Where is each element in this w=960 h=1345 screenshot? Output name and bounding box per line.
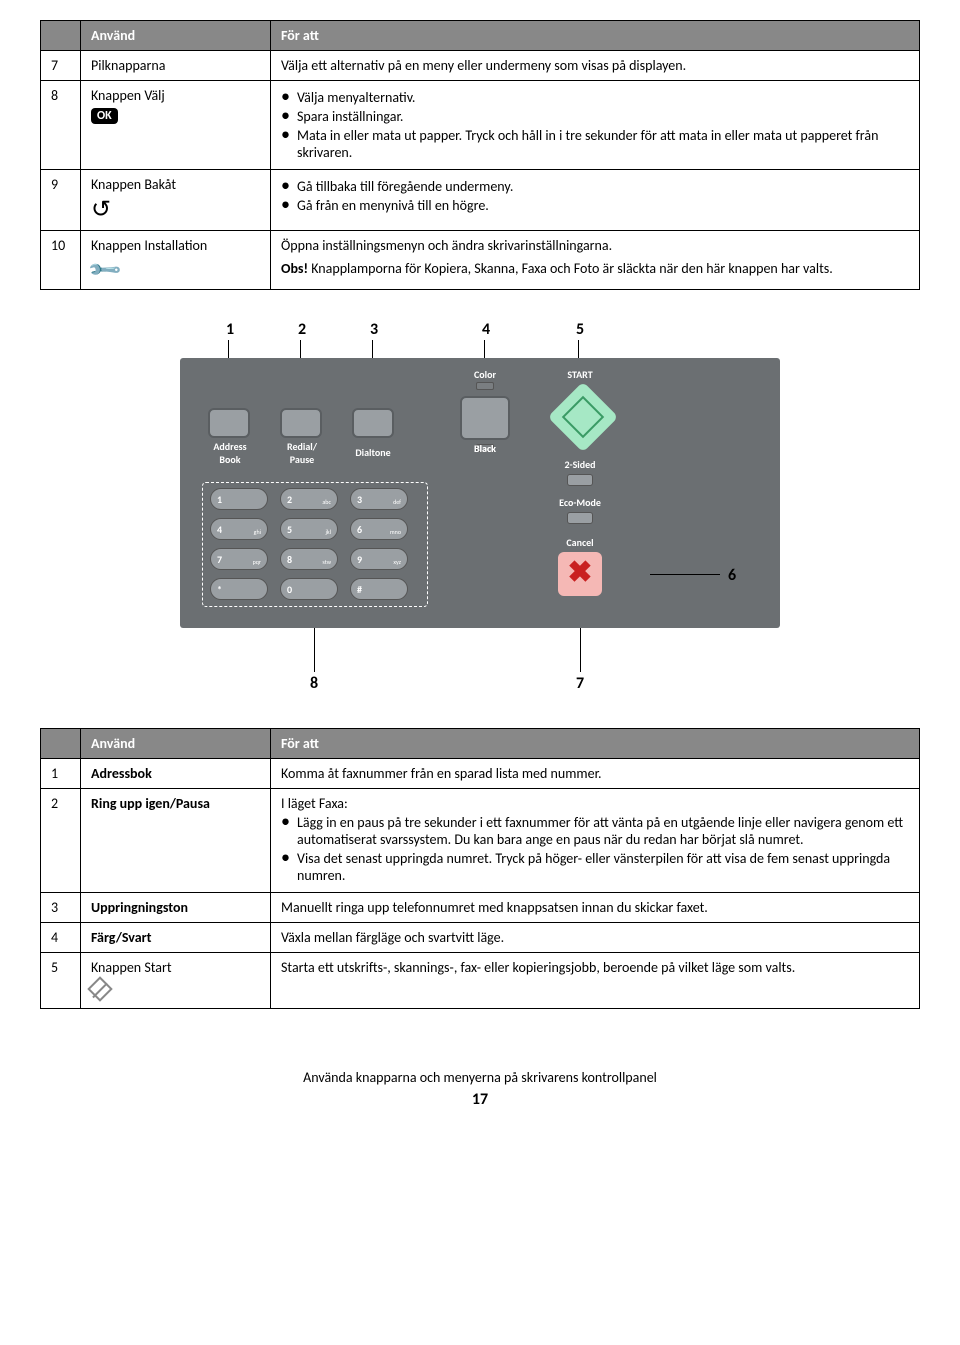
bullet-item: Välja menyalternativ.	[281, 89, 909, 106]
bullet-item: Lägg in en paus på tre sekunder i ett fa…	[281, 814, 909, 848]
keypad-key-1[interactable]: 1	[210, 488, 268, 510]
color-indicator	[476, 382, 494, 390]
col-use: Använd	[81, 21, 271, 51]
callout-7: 7	[576, 674, 584, 693]
keypad-key-#[interactable]: #	[350, 578, 408, 600]
keypad-key-9[interactable]: 9xyz	[350, 548, 408, 570]
row-number: 8	[41, 81, 81, 170]
button-name-cell: Pilknapparna	[81, 51, 271, 81]
bullet-item: Visa det senast uppringda numret. Tryck …	[281, 850, 909, 884]
col-for: För att	[271, 21, 920, 51]
start-diamond-icon	[87, 976, 112, 1001]
color-black-button[interactable]	[460, 396, 510, 440]
callout-3: 3	[364, 320, 384, 339]
button-name-cell: Knappen Start	[81, 953, 271, 1009]
start-button[interactable]	[548, 382, 619, 453]
cancel-label: Cancel	[550, 536, 610, 549]
page-footer: Använda knapparna och menyerna på skriva…	[40, 1069, 920, 1109]
col-blank	[41, 21, 81, 51]
table-row: 7PilknapparnaVälja ett alternativ på en …	[41, 51, 920, 81]
table-row: 1AdressbokKomma åt faxnummer från en spa…	[41, 759, 920, 789]
description-cell: Starta ett utskrifts-, skannings-, fax- …	[271, 953, 920, 1009]
keypad-key-3[interactable]: 3def	[350, 488, 408, 510]
button-name-cell: Adressbok	[81, 759, 271, 789]
color-label: Color	[460, 368, 510, 381]
row-number: 5	[41, 953, 81, 1009]
table-row: 8Knappen VäljOK Välja menyalternativ. Spar…	[41, 81, 920, 170]
table-row: 2Ring upp igen/PausaI läget Faxa:Lägg in…	[41, 789, 920, 893]
description-cell: Manuellt ringa upp telefonnumret med kna…	[271, 893, 920, 923]
ok-icon: OK	[91, 108, 118, 124]
black-label-2: Black	[458, 442, 512, 455]
button-name-cell: Uppringningston	[81, 893, 271, 923]
printer-panel: Address Book Redial/ Pause Dialtone Colo…	[180, 358, 780, 628]
keypad-key-8[interactable]: 8stw	[280, 548, 338, 570]
keypad-key-0[interactable]: 0	[280, 578, 338, 600]
callout-8: 8	[310, 674, 318, 693]
col-for-2: För att	[271, 729, 920, 759]
bullet-item: Mata in eller mata ut papper. Tryck och …	[281, 127, 909, 161]
callout-1: 1	[220, 320, 240, 339]
description-cell: I läget Faxa:Lägg in en paus på tre seku…	[271, 789, 920, 893]
cancel-x-icon: ✖	[558, 552, 602, 594]
col-use-2: Använd	[81, 729, 271, 759]
back-arrow-icon: ↺	[91, 195, 111, 224]
two-sided-button[interactable]	[567, 474, 593, 486]
start-label: START	[550, 368, 610, 381]
keypad-key-5[interactable]: 5jkl	[280, 518, 338, 540]
row-number: 2	[41, 789, 81, 893]
bullet-item: Gå från en menynivå till en högre.	[281, 197, 909, 214]
dialtone-label: Dialtone	[342, 446, 404, 459]
description-cell: Välja ett alternativ på en meny eller un…	[271, 51, 920, 81]
keypad-key-4[interactable]: 4ghi	[210, 518, 268, 540]
callout-2: 2	[292, 320, 312, 339]
eco-button[interactable]	[567, 512, 593, 524]
callout-5: 5	[570, 320, 590, 339]
description-cell: Öppna inställningsmenyn och ändra skriva…	[271, 231, 920, 290]
redial-label: Redial/ Pause	[272, 440, 332, 466]
button-name-cell: Knappen Bakåt↺	[81, 170, 271, 231]
table-row: 10Knappen Installation🔧Öppna inställning…	[41, 231, 920, 290]
row-number: 9	[41, 170, 81, 231]
button-name-cell: Ring upp igen/Pausa	[81, 789, 271, 893]
redial-button[interactable]	[280, 408, 322, 438]
bullet-item: Gå tillbaka till föregående undermeny.	[281, 178, 909, 195]
row-number: 10	[41, 231, 81, 290]
keypad-key-6[interactable]: 6mno	[350, 518, 408, 540]
button-name-cell: Knappen VäljOK	[81, 81, 271, 170]
callout-4: 4	[476, 320, 496, 339]
row-number: 7	[41, 51, 81, 81]
col-blank-2	[41, 729, 81, 759]
dialtone-button[interactable]	[352, 408, 394, 438]
description-cell: Växla mellan färgläge och svartvitt läge…	[271, 923, 920, 953]
description-cell: Välja menyalternativ. Spara inställningar…	[271, 81, 920, 170]
two-sided-label: 2-Sided	[550, 458, 610, 471]
keypad-key-7[interactable]: 7pqr	[210, 548, 268, 570]
cancel-button[interactable]: ✖	[558, 552, 602, 596]
keypad-key-2[interactable]: 2abc	[280, 488, 338, 510]
button-name-cell: Knappen Installation🔧	[81, 231, 271, 290]
wrench-icon: 🔧	[85, 250, 123, 288]
control-buttons-table-2: Använd För att 1AdressbokKomma åt faxnum…	[40, 728, 920, 1009]
table-row: 9Knappen Bakåt↺Gå tillbaka till föregåen…	[41, 170, 920, 231]
description-cell: Komma åt faxnummer från en sparad lista …	[271, 759, 920, 789]
footer-section-title: Använda knapparna och menyerna på skriva…	[40, 1069, 920, 1086]
eco-label: Eco-Mode	[550, 496, 610, 509]
button-name-cell: Färg/Svart	[81, 923, 271, 953]
table-row: 4Färg/SvartVäxla mellan färgläge och sva…	[41, 923, 920, 953]
callout-6: 6	[728, 566, 736, 585]
bullet-item: Spara inställningar.	[281, 108, 909, 125]
footer-page-number: 17	[40, 1090, 920, 1109]
table-row: 3UppringningstonManuellt ringa upp telef…	[41, 893, 920, 923]
address-book-label: Address Book	[200, 440, 260, 466]
keypad-key-*[interactable]: *	[210, 578, 268, 600]
row-number: 3	[41, 893, 81, 923]
table-row: 5Knappen StartStarta ett utskrifts-, ska…	[41, 953, 920, 1009]
control-panel-diagram: 1 2 3 4 5 Address Book Redial/ Pause Dialton…	[180, 320, 780, 688]
row-number: 4	[41, 923, 81, 953]
control-buttons-table-1: Använd För att 7PilknapparnaVälja ett al…	[40, 20, 920, 290]
address-book-button[interactable]	[208, 408, 250, 438]
row-number: 1	[41, 759, 81, 789]
description-cell: Gå tillbaka till föregående undermeny. Gå…	[271, 170, 920, 231]
